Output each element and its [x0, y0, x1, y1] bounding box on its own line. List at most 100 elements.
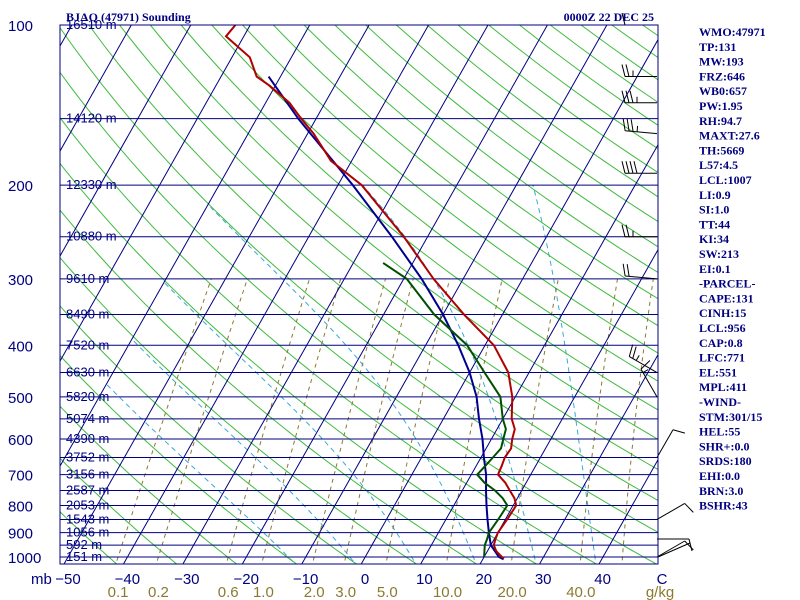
- index-line: CINH:15: [699, 306, 746, 320]
- isotherm-line: [241, 25, 549, 564]
- dry-adiabat-line: [549, 25, 658, 103]
- height-label: 3156 m: [66, 467, 109, 482]
- mixing-ratio-line: [311, 278, 386, 564]
- mixing-ratio-unit-label: g/kg: [646, 584, 674, 600]
- mixing-ratio-tick-label: 1.0: [253, 584, 274, 600]
- dry-adiabat-line: [149, 25, 658, 440]
- index-line: MAXT:27.6: [699, 129, 760, 143]
- index-line: BSHR:43: [699, 499, 748, 513]
- index-line: RH:94.7: [699, 114, 742, 128]
- moist-adiabat-line: [163, 282, 417, 564]
- height-label: 3752 m: [66, 449, 109, 464]
- index-line: STM:301/15: [699, 410, 762, 424]
- index-line: LCL:1007: [699, 173, 752, 187]
- height-label: 2587 m: [66, 483, 109, 498]
- dry-adiabat-line: [60, 354, 298, 564]
- dry-adiabat-line: [242, 25, 658, 354]
- mixing-ratio-tick-label: 10.0: [433, 584, 462, 600]
- height-label: 6630 m: [66, 365, 109, 380]
- height-label: 8490 m: [66, 306, 109, 321]
- index-line: -WIND-: [699, 395, 741, 409]
- wind-barb: [656, 503, 694, 520]
- dry-adiabat-line: [365, 25, 658, 248]
- wind-barb: [621, 64, 657, 78]
- moist-adiabat-line: [532, 184, 597, 564]
- pressure-tick-label: 100: [8, 18, 33, 35]
- isotherm-line: [479, 248, 658, 564]
- mixing-ratio-tick-label: 0.6: [218, 584, 239, 600]
- moist-adiabat-line: [131, 339, 357, 564]
- isotherm-line: [0, 13, 19, 568]
- isotherm-line: [360, 38, 658, 564]
- station-title: BJAQ (47971) Sounding: [66, 10, 191, 24]
- dry-adiabat-line: [60, 457, 178, 564]
- wind-barb: [656, 540, 694, 558]
- isotherm-line: [63, 25, 370, 564]
- valid-time: 0000Z 22 DEC 25: [564, 10, 654, 24]
- index-line: EHI:0.0: [699, 469, 740, 483]
- mixing-ratio-tick-label: 3.0: [335, 584, 356, 600]
- moist-adiabat-line: [362, 184, 537, 564]
- dry-adiabat-line: [180, 25, 658, 411]
- index-line: TH:5669: [699, 143, 744, 157]
- wind-barb: [621, 161, 657, 174]
- index-line: L57:4.5: [699, 158, 738, 172]
- dry-adiabat-line: [273, 25, 658, 327]
- mixing-ratio-line: [261, 278, 342, 564]
- dry-adiabat-line: [60, 256, 418, 564]
- index-line: WMO:47971: [699, 25, 766, 39]
- dry-adiabat-line: [60, 162, 538, 564]
- index-line: LI:0.9: [699, 188, 731, 202]
- index-line: SW:213: [699, 247, 739, 261]
- height-label: 9610 m: [66, 271, 109, 286]
- pressure-tick-label: 1000: [8, 550, 41, 567]
- mixing-ratio-lines: [115, 278, 654, 564]
- index-line: WB0:657: [699, 84, 747, 98]
- height-label: 2053 m: [66, 497, 109, 512]
- index-line: CAPE:131: [699, 291, 754, 305]
- dry-adiabat-line: [334, 25, 658, 274]
- mixing-ratio-line: [115, 278, 212, 564]
- pressure-tick-label: 400: [8, 338, 33, 355]
- dry-adiabat-line: [303, 25, 658, 300]
- index-line: EI:0.1: [699, 262, 731, 276]
- mixing-ratio-line: [621, 278, 654, 564]
- index-line: SI:1.0: [699, 203, 729, 217]
- temperature-trace: [224, 25, 518, 560]
- wind-barb: [640, 360, 658, 398]
- pressure-tick-label: 200: [8, 178, 33, 195]
- mixing-ratio-tick-label: 0.1: [108, 584, 129, 600]
- isotherm-line: [60, 25, 132, 153]
- isotherm-line: [60, 25, 251, 363]
- index-line: PW:1.95: [699, 99, 743, 113]
- mixing-ratio-line: [225, 278, 310, 564]
- isotherm-line: [60, 25, 311, 468]
- temperature-tick-label: 30: [535, 571, 552, 588]
- isotherm-line: [60, 25, 192, 258]
- moist-adiabat-line: [106, 384, 297, 564]
- mixing-ratio-line: [343, 278, 414, 564]
- wind-barb: [621, 224, 657, 238]
- wind-barb: [628, 344, 658, 373]
- temperature-tick-label: 20: [475, 571, 492, 588]
- temperature-tick-label: C: [657, 571, 668, 588]
- index-line: LCL:956: [699, 321, 746, 335]
- moist-adiabats: [106, 184, 597, 564]
- height-label: 10880 m: [66, 229, 117, 244]
- wind-barb: [622, 263, 658, 280]
- temperature-tick-label: 10: [416, 571, 433, 588]
- wind-barb: [656, 429, 686, 458]
- mixing-ratio-tick-label: 40.0: [566, 584, 595, 600]
- height-label: 592 m: [66, 537, 102, 552]
- dry-adiabat-line: [60, 305, 358, 564]
- moist-adiabat-line: [210, 206, 477, 564]
- index-line: KI:34: [699, 232, 729, 246]
- mixing-ratio-line: [385, 278, 451, 564]
- height-label: 5820 m: [66, 389, 109, 404]
- index-line: SHR+:0.0: [699, 439, 750, 453]
- height-label: 12330 m: [66, 177, 117, 192]
- isotherms: [0, 13, 658, 568]
- pressure-tick-label: 500: [8, 390, 33, 407]
